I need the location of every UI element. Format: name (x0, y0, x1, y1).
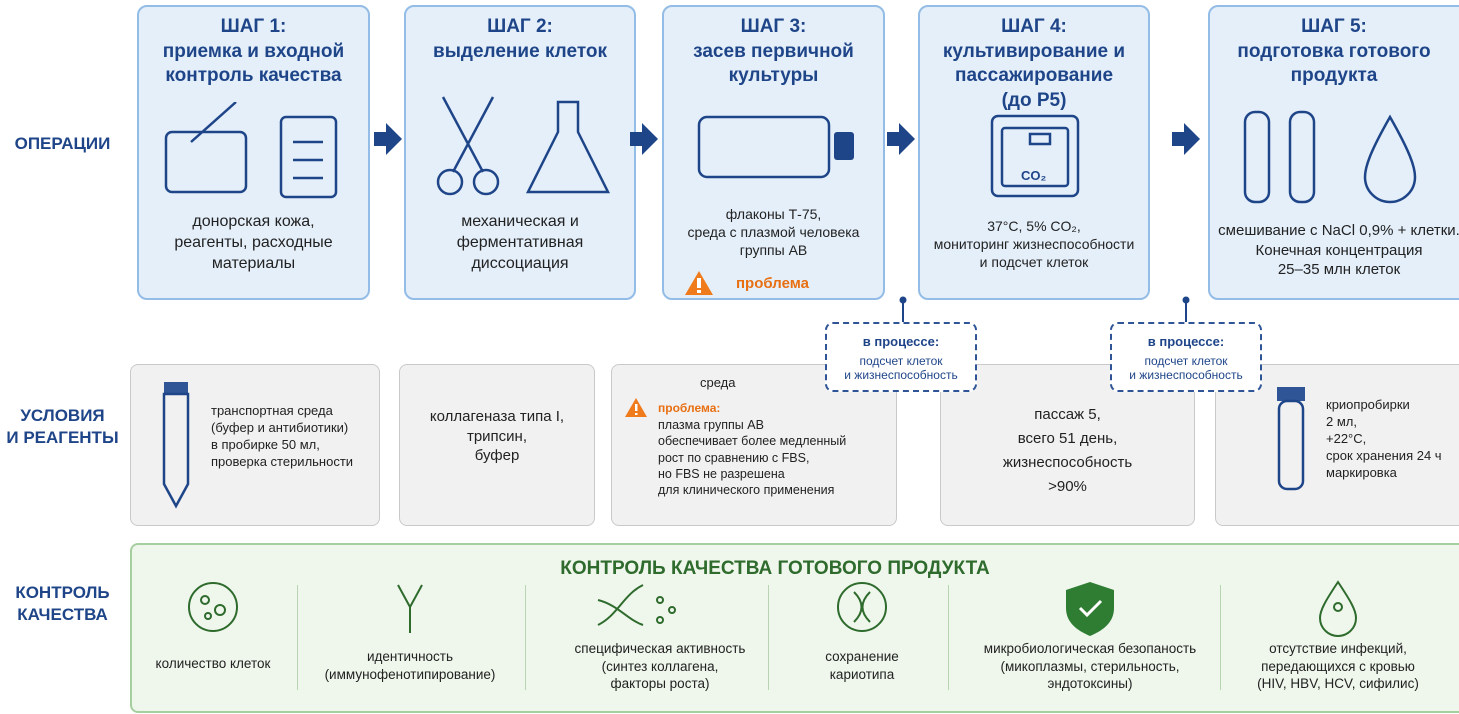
page: ОПЕРАЦИИ УСЛОВИЯ И РЕАГЕНТЫ КОНТРОЛЬ КАЧ… (0, 0, 1459, 714)
in-process-title: в процессе: (827, 334, 975, 351)
in-process-title: в процессе: (1112, 334, 1260, 351)
condition-text: пассаж 5, всего 51 день, жизнеспособност… (941, 403, 1194, 499)
condition: коллагеназа типа I, трипсин, буфер (399, 364, 595, 526)
warning: проблема: (658, 401, 720, 415)
condition-text: криопробирки 2 мл, +22°C, срок хранения … (1326, 397, 1459, 481)
quality-title: КОНТРОЛЬ КАЧЕСТВА ГОТОВОГО ПРОДУКТА (420, 557, 1130, 582)
in-process: в процессе: подсчет клеток и жизнеспособ… (1110, 322, 1262, 392)
in-process-text: подсчет клеток и жизнеспособность (827, 354, 975, 383)
quality-item: отсутствие инфекций, передающихся с кров… (1223, 640, 1453, 693)
quality-item: микробиологическая безопаность (микоплаз… (975, 640, 1205, 693)
condition-title: среда (700, 375, 736, 390)
condition: транспортная среда (буфер и антибиотики)… (130, 364, 380, 526)
quality-item: сохранение кариотипа (747, 648, 977, 683)
separator (525, 585, 526, 690)
in-process-text: подсчет клеток и жизнеспособность (1112, 354, 1260, 383)
warning-icon (624, 397, 648, 418)
condition-text: коллагеназа типа I, трипсин, буфер (400, 407, 594, 466)
tube-icon (1271, 385, 1311, 495)
tube-icon (156, 380, 196, 510)
quality-icons (0, 580, 1459, 640)
condition-text: транспортная среда (буфер и антибиотики)… (211, 403, 353, 471)
in-process: в процессе: подсчет клеток и жизнеспособ… (825, 322, 977, 392)
row-label: УСЛОВИЯ И РЕАГЕНТЫ (0, 405, 125, 449)
condition-text: плазма группы АВ обеспечивает более медл… (658, 417, 846, 498)
arrows (0, 0, 1459, 330)
quality-item: специфическая активность (синтез коллаге… (545, 640, 775, 693)
quality-item: идентичность (иммунофенотипирование) (295, 648, 525, 683)
quality-item: количество клеток (98, 655, 328, 673)
separator (1220, 585, 1221, 690)
